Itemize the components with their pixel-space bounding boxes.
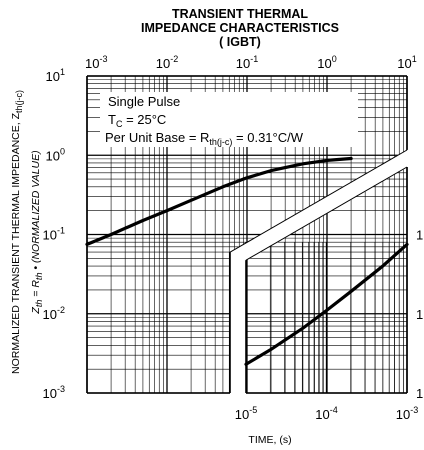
- y-tick-label-base: 10: [46, 148, 60, 163]
- x-bottom-tick-label-exp: -4: [330, 405, 338, 415]
- curves: [85, 156, 409, 366]
- y-tick-label: 10-2: [43, 305, 65, 322]
- plot-frame: [86, 75, 408, 394]
- x-top-tick-label: 10-1: [236, 54, 258, 71]
- annotation-per-unit-base-sub: th(j-c): [209, 137, 232, 147]
- y-tick-label: 100: [46, 146, 65, 163]
- x-top-tick-labels: 10-3 10-2 10-1 100 101: [85, 54, 417, 71]
- axis-break-edge-lower: [245, 166, 408, 261]
- y-tick-label-exp: -1: [57, 226, 65, 236]
- right-axis-tick-label: 1: [416, 228, 423, 243]
- y-tick-label-base: 10: [43, 386, 57, 401]
- y-axis-label-line-2-r: = R: [30, 280, 42, 300]
- y-tick-label-exp: 0: [60, 146, 65, 156]
- right-axis-tick-labels: 1 1 1: [416, 228, 423, 402]
- x-top-tick-label: 100: [317, 54, 336, 71]
- y-tick-label-base: 10: [46, 69, 60, 84]
- x-top-tick-label-exp: 0: [332, 54, 337, 64]
- x-top-tick-label-exp: 1: [412, 54, 417, 64]
- x-bottom-tick-label: 10-3: [396, 405, 418, 422]
- x-top-tick-label-exp: -2: [170, 54, 178, 64]
- right-axis-tick-label: 1: [416, 386, 423, 401]
- y-axis-label-line-1-text: NORMALIZED TRANSIENT THERMAL IMPEDANCE, …: [10, 112, 22, 374]
- x-top-tick-label-base: 10: [317, 56, 331, 71]
- annotation-background: [100, 92, 358, 147]
- x-top-tick-label-base: 10: [397, 56, 411, 71]
- x-bottom-tick-label: 10-5: [235, 405, 257, 422]
- x-top-tick-label-exp: -3: [99, 54, 107, 64]
- axis-break-band: [230, 149, 408, 394]
- y-tick-label-base: 10: [43, 228, 57, 243]
- annotation-per-unit-base: Per Unit Base = Rth(j-c) = 0.31°C/W: [105, 130, 304, 147]
- y-axis-label-line-2-z-sub: th: [34, 300, 44, 308]
- y-tick-label-exp: 1: [60, 67, 65, 77]
- x-bottom-tick-labels: 10-5 10-4 10-3: [235, 405, 418, 422]
- curve-series-2: [244, 242, 409, 366]
- y-axis-label-line-2-r-sub: th: [34, 273, 44, 281]
- y-tick-label: 101: [46, 67, 65, 84]
- y-axis-label-line-2-rest: • (NORMALIZED VALUE): [30, 150, 42, 272]
- x-top-tick-label: 101: [397, 54, 416, 71]
- annotation-case-temp-sub: C: [116, 119, 123, 129]
- chart-title-line-2: IMPEDANCE CHARACTERISTICS: [141, 21, 339, 35]
- y-tick-label-exp: -3: [57, 384, 65, 394]
- annotation-case-temp: TC = 25°C: [108, 112, 166, 129]
- x-top-tick-label-exp: -1: [250, 54, 258, 64]
- x-bottom-tick-label-base: 10: [235, 407, 249, 422]
- y-axis-label-line-2-z: Z: [30, 307, 42, 315]
- x-top-tick-label: 10-2: [156, 54, 178, 71]
- y-axis-label-line-1: NORMALIZED TRANSIENT THERMAL IMPEDANCE, …: [10, 90, 24, 374]
- right-axis-tick-label: 1: [416, 307, 423, 322]
- x-top-tick-label-base: 10: [85, 56, 99, 71]
- x-bottom-tick-label-base: 10: [315, 407, 329, 422]
- y-tick-label-exp: -2: [57, 305, 65, 315]
- y-tick-label: 10-3: [43, 384, 65, 401]
- axis-break-edge-upper: [229, 149, 408, 253]
- annotation-case-temp-value: = 25°C: [122, 112, 166, 127]
- annotation-single-pulse: Single Pulse: [108, 94, 180, 109]
- x-bottom-tick-label-base: 10: [396, 407, 410, 422]
- y-axis-label-line-2: Zth = Rth • (NORMALIZED VALUE): [30, 150, 44, 314]
- x-top-tick-label-base: 10: [236, 56, 250, 71]
- x-top-tick-label: 10-3: [85, 54, 107, 71]
- annotation-per-unit-base-label: Per Unit Base = R: [105, 130, 209, 145]
- chart-title-line-1: TRANSIENT THERMAL: [172, 7, 308, 21]
- y-axis-label-line-1-sub: th(j-c): [14, 90, 24, 113]
- y-tick-label: 10-1: [43, 226, 65, 243]
- annotation-per-unit-base-value: = 0.31°C/W: [232, 130, 303, 145]
- x-axis-label: TIME, (s): [248, 434, 291, 446]
- x-bottom-tick-label-exp: -5: [249, 405, 257, 415]
- x-bottom-tick-label-exp: -3: [410, 405, 418, 415]
- y-tick-label-base: 10: [43, 307, 57, 322]
- x-top-tick-label-base: 10: [156, 56, 170, 71]
- x-bottom-tick-label: 10-4: [315, 405, 337, 422]
- curve-series-1: [85, 156, 353, 246]
- chart-title-line-3: ( IGBT): [219, 35, 261, 49]
- annotation-case-temp-symbol: T: [108, 112, 116, 127]
